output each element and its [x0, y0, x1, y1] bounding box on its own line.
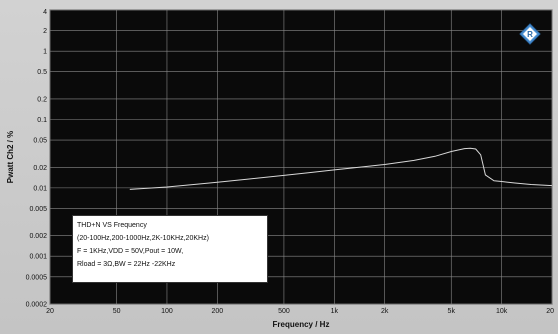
y-tick-label: 0.001: [29, 254, 47, 261]
series-layer: [129, 147, 553, 190]
y-axis-title: Pwatt Ch2 / %: [6, 131, 15, 183]
x-tick-label: 200: [211, 308, 223, 315]
x-tick-label: 100: [161, 308, 173, 315]
y-tick-label: 1: [43, 49, 47, 56]
x-tick-label: 20: [46, 308, 54, 315]
y-tick-label: 0.0005: [26, 274, 48, 281]
x-tick-label: 2k: [381, 308, 389, 315]
x-tick-label: 10k: [496, 308, 508, 315]
y-tick-label: 0.5: [37, 69, 47, 76]
x-axis-title: Frequency / Hz: [273, 320, 330, 329]
svg-text:R: R: [527, 30, 533, 39]
y-tick-label: 0.1: [37, 117, 47, 124]
annotation-box: THD+N VS Frequency (20-100Hz,200-1000Hz,…: [72, 215, 268, 283]
annotation-line-conditions: F = 1KHz,VDD = 50V,Pout = 10W,: [77, 248, 184, 255]
x-tick-label: 50: [113, 308, 121, 315]
y-tick-labels: 4 2 1 0.5 0.2 0.1 0.05 0.02 0.01 0.005 0.002 0.001 0…: [26, 9, 48, 309]
y-tick-label: 0.0002: [26, 302, 48, 309]
y-tick-label: 0.002: [29, 233, 47, 240]
y-tick-label: 0.02: [33, 165, 47, 172]
x-tick-labels: 20 50 100 200 500 1k 2k 5k 10k 20: [46, 308, 554, 315]
y-tick-label: 0.2: [37, 96, 47, 103]
annotation-line-load: Rload = 3Ω,BW = 22Hz -22KHz: [77, 261, 176, 268]
annotation-line-title: THD+N VS Frequency: [77, 222, 147, 229]
rohde-schwarz-logo-icon: R: [519, 23, 541, 45]
x-tick-label: 500: [278, 308, 290, 315]
y-tick-label: 2: [43, 28, 47, 35]
x-tick-label: 1k: [331, 308, 339, 315]
x-grid: [49, 10, 553, 304]
x-tick-label: 20: [546, 308, 554, 315]
x-tick-label: 5k: [448, 308, 456, 315]
y-tick-label: 4: [43, 9, 47, 16]
y-tick-label: 0.05: [33, 138, 47, 145]
y-tick-label: 0.005: [29, 206, 47, 213]
annotation-line-ranges: (20-100Hz,200-1000Hz,2K-10KHz,20KHz): [77, 235, 209, 242]
y-tick-label: 0.01: [33, 185, 47, 192]
series-line: [129, 147, 553, 190]
